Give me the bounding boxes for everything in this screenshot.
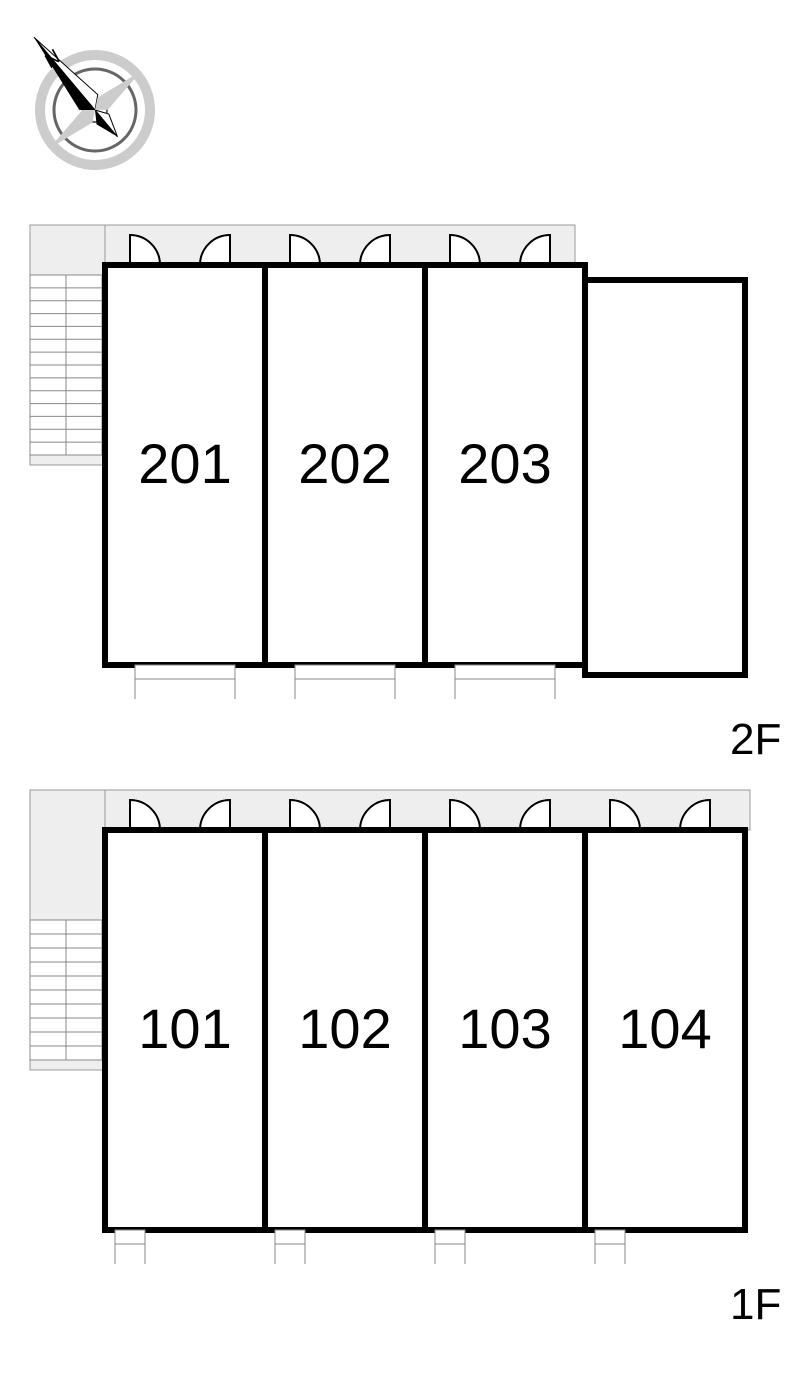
unit-202: 202 bbox=[265, 265, 425, 665]
unit-203: 203 bbox=[425, 265, 585, 665]
unit-label: 101 bbox=[138, 997, 231, 1060]
unit-label: 201 bbox=[138, 432, 231, 495]
balcony-icon bbox=[455, 665, 555, 699]
unit-label: 104 bbox=[618, 997, 711, 1060]
floor-1F: 101 102 103 104 bbox=[30, 790, 750, 1264]
unit-101: 101 bbox=[105, 830, 265, 1230]
unit-label: 103 bbox=[458, 997, 551, 1060]
unit-201: 201 bbox=[105, 265, 265, 665]
balcony-icon bbox=[135, 665, 235, 699]
floor-plan-diagram: N 201 202 203 101 102 103 104 bbox=[0, 0, 800, 1373]
floor-2f-label: 2F bbox=[730, 715, 781, 765]
unit-empty bbox=[585, 280, 745, 675]
balcony-icon bbox=[275, 1230, 305, 1264]
balcony-icon bbox=[595, 1230, 625, 1264]
stairs-icon bbox=[30, 920, 102, 1060]
unit-104: 104 bbox=[585, 830, 745, 1230]
floor-1f-label: 1F bbox=[730, 1280, 781, 1330]
unit-102: 102 bbox=[265, 830, 425, 1230]
unit-label: 102 bbox=[298, 997, 391, 1060]
compass-icon: N bbox=[0, 0, 163, 175]
balcony-icon bbox=[435, 1230, 465, 1264]
unit-103: 103 bbox=[425, 830, 585, 1230]
unit-label: 203 bbox=[458, 432, 551, 495]
balcony-icon bbox=[295, 665, 395, 699]
unit-label: 202 bbox=[298, 432, 391, 495]
floor-2F: 201 202 203 bbox=[30, 225, 745, 699]
balcony-icon bbox=[115, 1230, 145, 1264]
stairs-icon bbox=[30, 275, 102, 455]
